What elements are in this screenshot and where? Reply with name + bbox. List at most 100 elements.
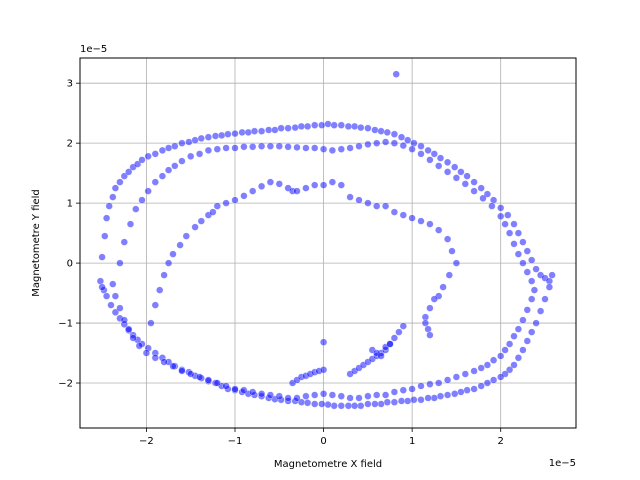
scatter-point bbox=[297, 122, 306, 131]
scatter-point bbox=[548, 271, 556, 279]
scatter-point bbox=[514, 354, 523, 362]
scatter-point bbox=[346, 394, 354, 402]
scatter-point bbox=[371, 400, 379, 408]
scatter-point bbox=[470, 385, 478, 393]
scatter-point bbox=[477, 184, 485, 192]
scatter-point bbox=[178, 367, 186, 375]
scatter-point bbox=[120, 172, 128, 180]
scatter-point bbox=[266, 178, 275, 186]
scatter-point bbox=[275, 142, 283, 150]
scatter-point bbox=[218, 131, 226, 140]
scatter-point bbox=[328, 146, 337, 155]
scatter-point bbox=[107, 301, 115, 309]
scatter-point bbox=[126, 220, 135, 228]
scatter-point bbox=[311, 181, 319, 189]
scatter-point bbox=[328, 391, 337, 399]
scatter-point bbox=[319, 145, 328, 153]
scatter-point bbox=[240, 143, 248, 151]
scatter-point bbox=[461, 180, 469, 188]
scatter-point bbox=[185, 138, 193, 146]
scatter-point bbox=[505, 229, 514, 237]
scatter-point bbox=[470, 187, 478, 195]
scatter-point bbox=[138, 156, 146, 164]
scatter-point bbox=[461, 370, 469, 378]
scatter-point bbox=[187, 152, 195, 160]
scatter-point bbox=[373, 202, 381, 210]
scatter-point bbox=[501, 346, 509, 354]
scatter-point bbox=[452, 174, 461, 182]
scatter-point bbox=[505, 366, 514, 374]
scatter-point bbox=[346, 193, 354, 201]
scatter-point bbox=[182, 232, 190, 240]
scatter-point bbox=[364, 400, 372, 408]
scatter-point bbox=[324, 400, 332, 409]
scatter-point bbox=[133, 160, 142, 168]
scatter-point bbox=[111, 292, 120, 300]
scatter-point bbox=[303, 122, 312, 131]
scatter-point bbox=[132, 205, 140, 213]
scatter-point bbox=[386, 340, 394, 348]
scatter-point bbox=[111, 308, 120, 316]
scatter-point bbox=[195, 373, 204, 381]
scatter-point bbox=[344, 122, 353, 131]
scatter-point bbox=[545, 283, 554, 291]
scatter-point bbox=[357, 402, 365, 410]
scatter-point bbox=[231, 385, 239, 393]
scatter-point bbox=[355, 142, 363, 150]
scatter-point bbox=[151, 150, 159, 158]
scatter-point bbox=[105, 202, 113, 210]
scatter-point bbox=[257, 390, 266, 398]
scatter-point bbox=[224, 130, 232, 138]
scatter-point bbox=[293, 143, 301, 152]
scatter-point bbox=[528, 328, 536, 336]
scatter-point bbox=[364, 140, 372, 149]
scatter-point bbox=[430, 150, 438, 158]
scatter-point bbox=[164, 259, 173, 267]
scatter-point bbox=[96, 277, 105, 285]
scatter-point bbox=[523, 306, 531, 314]
scatter-point bbox=[523, 337, 531, 345]
scatter-point bbox=[417, 150, 425, 158]
scatter-point bbox=[399, 322, 407, 330]
scatter-point bbox=[319, 181, 328, 189]
scatter-point bbox=[238, 128, 246, 137]
scatter-point bbox=[426, 380, 434, 388]
scatter-point bbox=[519, 259, 527, 267]
scatter-point bbox=[426, 156, 434, 164]
scatter-point bbox=[488, 202, 496, 210]
scatter-point bbox=[541, 295, 549, 303]
scatter-point bbox=[284, 394, 292, 402]
scatter-point bbox=[204, 146, 213, 155]
scatter-point bbox=[510, 332, 518, 340]
scatter-point bbox=[452, 259, 461, 267]
scatter-point bbox=[489, 196, 498, 204]
scatter-point bbox=[209, 208, 217, 216]
scatter-point bbox=[430, 394, 438, 402]
scatter-point bbox=[275, 180, 283, 188]
x-offset-label: 1e−5 bbox=[549, 458, 576, 469]
scatter-point bbox=[293, 187, 301, 195]
scatter-point bbox=[514, 229, 523, 237]
scatter-point bbox=[120, 238, 128, 246]
scatter-point bbox=[324, 120, 332, 128]
scatter-point bbox=[377, 400, 385, 408]
scatter-point bbox=[125, 325, 133, 333]
scatter-point bbox=[303, 399, 312, 407]
scatter-point bbox=[169, 250, 177, 258]
scatter-point bbox=[164, 144, 173, 152]
scatter-point bbox=[445, 271, 453, 279]
scatter-point bbox=[109, 193, 117, 201]
scatter-point bbox=[213, 379, 221, 387]
scatter-point bbox=[109, 280, 117, 288]
scatter-point bbox=[277, 124, 285, 132]
scatter-point bbox=[436, 154, 445, 162]
scatter-point bbox=[102, 214, 111, 222]
scatter-point bbox=[116, 178, 124, 186]
scatter-point bbox=[381, 202, 390, 210]
scatter-point bbox=[399, 211, 407, 219]
scatter-point bbox=[275, 392, 283, 400]
scatter-point bbox=[364, 392, 372, 400]
scatter-point bbox=[373, 391, 381, 399]
scatter-point bbox=[169, 362, 177, 370]
scatter-point bbox=[523, 247, 531, 255]
